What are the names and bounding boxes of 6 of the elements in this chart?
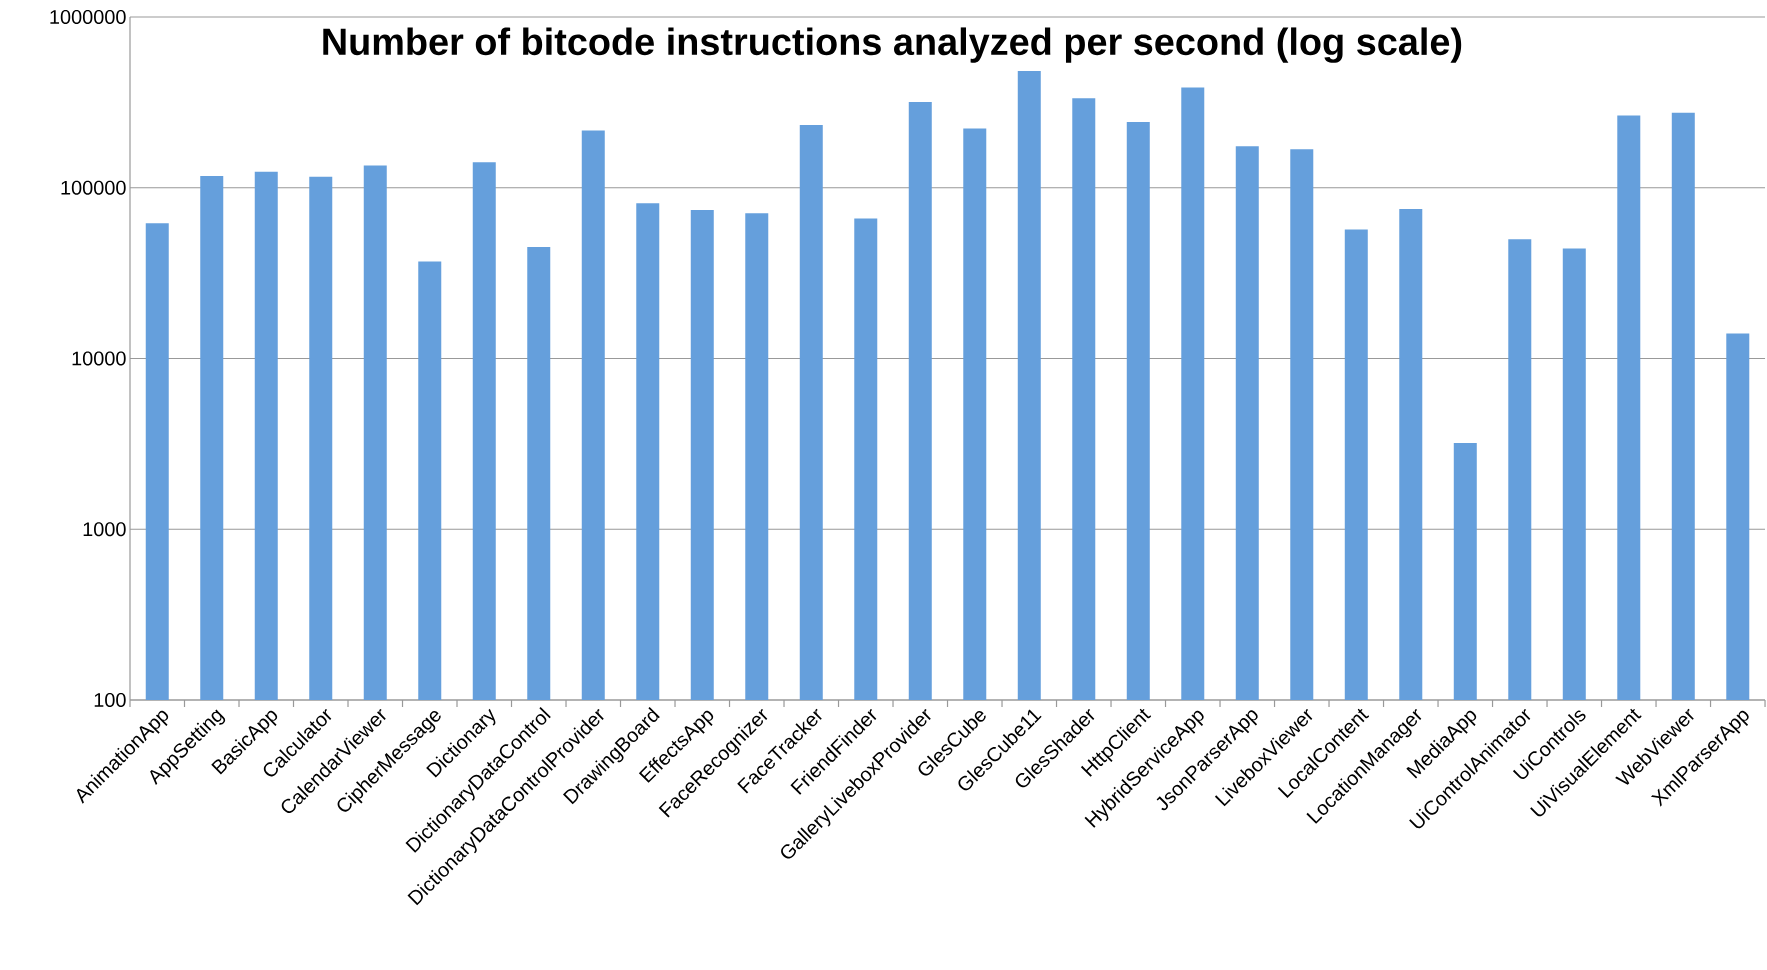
chart-title: Number of bitcode instructions analyzed per second (log scale)	[323, 27, 1462, 63]
y-tick-label: 10000	[72, 351, 126, 366]
y-tick-label: 1000000	[50, 9, 126, 25]
y-tick-label: 100000	[61, 180, 126, 195]
y-tick-label: 100	[94, 692, 126, 708]
y-tick-label: 1000	[83, 522, 126, 537]
